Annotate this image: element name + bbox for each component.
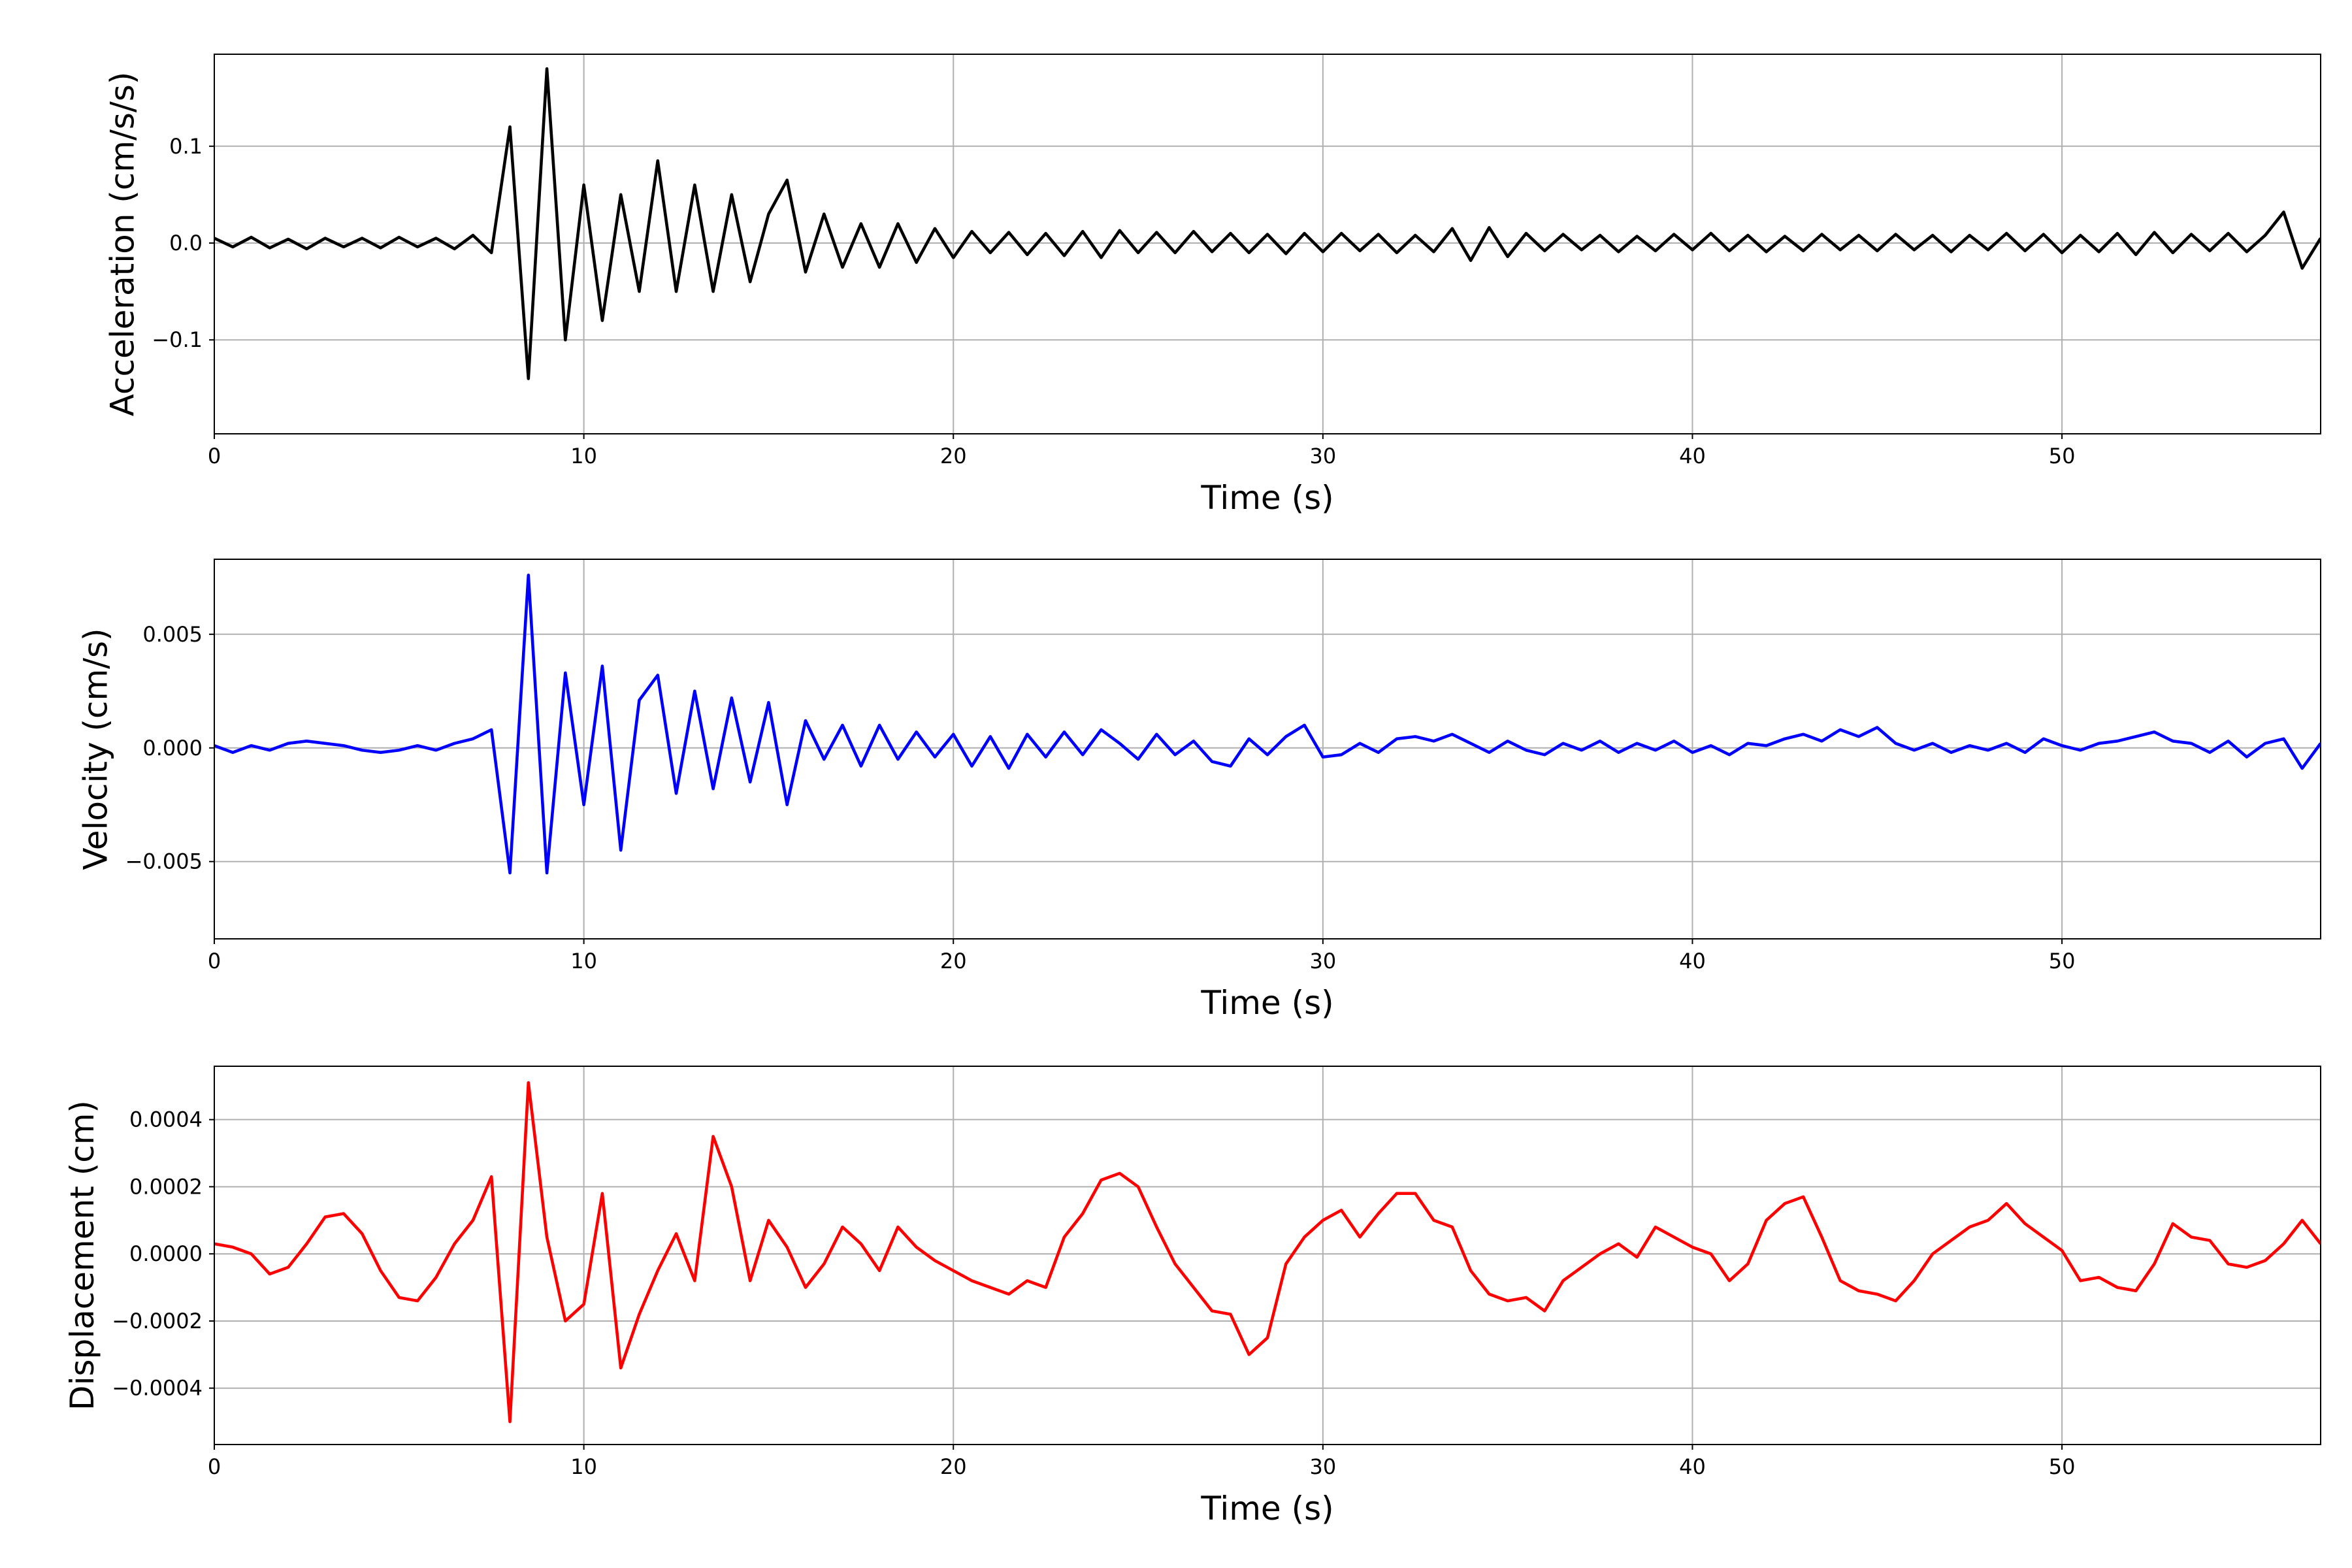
y-tick-label: 0.005 [142,622,203,647]
y-axis-label: Acceleration (cm/s/s) [103,72,141,417]
x-tick-label: 50 [2049,949,2076,973]
y-tick-label: −0.1 [152,327,203,352]
y-tick-label: 0.0002 [129,1174,203,1199]
data-line [214,574,2321,875]
x-tick-label: 20 [940,1454,967,1479]
subplot: 0 10 20 30 40 50 −0.0004 −0.0002 0.0000 0.0002 0.0… [63,1066,2321,1527]
x-tick-label: 0 [208,1454,221,1479]
plot-frame [214,1066,2321,1445]
subplot: 0 10 20 30 40 50 −0.1 0.0 0.1 Time (s) Acceleratio… [103,54,2321,517]
y-tick-label: 0.0004 [129,1107,203,1132]
y-tick-label: 0.0000 [129,1241,203,1266]
y-tick-label: 0.000 [142,736,203,760]
y-tick-label: −0.0004 [112,1376,203,1401]
x-tick-label: 10 [570,444,597,468]
x-tick-label: 40 [1679,444,1706,468]
x-axis-label: Time (s) [1200,984,1333,1022]
x-tick-label: 10 [570,1454,597,1479]
y-tick-label: −0.0002 [112,1309,203,1333]
y-tick-label: −0.005 [125,849,203,874]
x-tick-label: 0 [208,949,221,973]
plot-frame [214,559,2321,939]
subplot: 0 10 20 30 40 50 −0.005 0.000 0.005 Time (s) Veloc… [77,559,2321,1022]
x-axis-label: Time (s) [1200,479,1333,517]
x-tick-label: 40 [1679,1454,1706,1479]
x-tick-label: 50 [2049,444,2076,468]
data-line [214,67,2321,380]
x-tick-label: 30 [1309,444,1336,468]
y-axis-label: Velocity (cm/s) [77,628,115,870]
x-tick-label: 20 [940,444,967,468]
x-tick-label: 0 [208,444,221,468]
x-tick-label: 30 [1309,949,1336,973]
y-tick-label: 0.1 [169,134,203,159]
x-tick-label: 50 [2049,1454,2076,1479]
x-tick-label: 30 [1309,1454,1336,1479]
y-tick-label: 0.0 [169,231,203,255]
x-axis-label: Time (s) [1200,1490,1333,1527]
plot-frame [214,54,2321,434]
x-tick-label: 40 [1679,949,1706,973]
x-tick-label: 10 [570,949,597,973]
data-line [214,1081,2321,1424]
x-tick-label: 20 [940,949,967,973]
y-axis-label: Displacement (cm) [63,1100,101,1411]
